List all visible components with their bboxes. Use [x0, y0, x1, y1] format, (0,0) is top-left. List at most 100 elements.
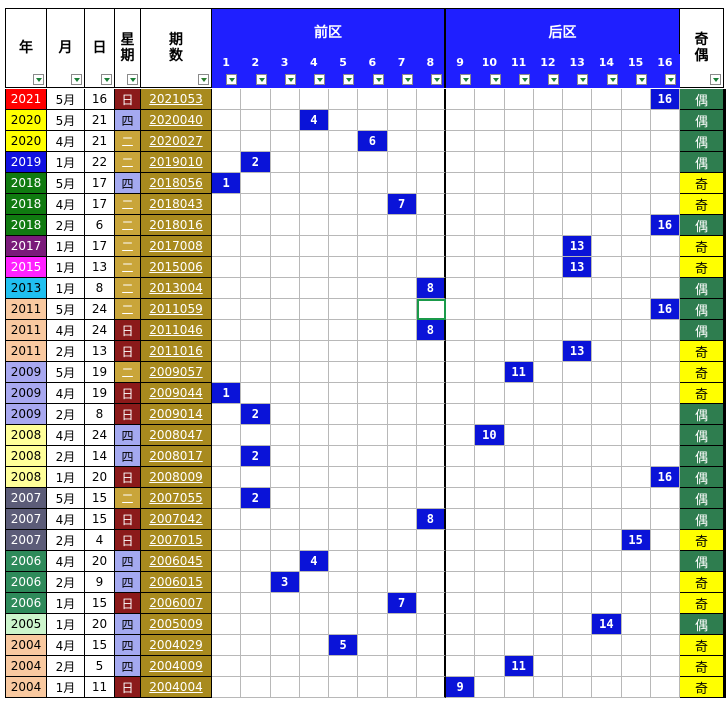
filter-dropdown-button[interactable] [127, 74, 138, 85]
grid-cell[interactable] [270, 320, 300, 341]
grid-cell[interactable] [241, 614, 271, 635]
grid-cell[interactable] [446, 488, 476, 509]
grid-cell[interactable] [416, 488, 446, 509]
grid-cell[interactable] [329, 614, 359, 635]
filter-dropdown-button[interactable] [101, 74, 112, 85]
grid-cell[interactable] [563, 299, 593, 320]
grid-cell[interactable] [241, 467, 271, 488]
grid-cell[interactable] [446, 467, 476, 488]
grid-cell[interactable] [212, 110, 242, 131]
grid-cell[interactable] [446, 425, 476, 446]
grid-cell[interactable] [329, 551, 359, 572]
grid-cell[interactable] [621, 635, 651, 656]
grid-cell[interactable] [533, 131, 563, 152]
grid-cell[interactable] [592, 236, 622, 257]
grid-cell[interactable] [533, 215, 563, 236]
grid-cell[interactable] [358, 467, 388, 488]
grid-cell[interactable] [504, 404, 534, 425]
filter-dropdown-button[interactable] [489, 74, 501, 85]
grid-cell[interactable] [270, 635, 300, 656]
grid-cell[interactable] [592, 677, 622, 698]
grid-cell[interactable] [621, 278, 651, 299]
grid-cell[interactable] [446, 530, 476, 551]
grid-cell[interactable] [416, 152, 446, 173]
period-link[interactable]: 2018043 [149, 197, 203, 211]
grid-cell[interactable] [504, 194, 534, 215]
grid-cell[interactable] [533, 425, 563, 446]
grid-cell[interactable] [416, 173, 446, 194]
grid-cell[interactable] [533, 110, 563, 131]
grid-cell[interactable] [533, 152, 563, 173]
grid-cell[interactable] [241, 131, 271, 152]
grid-cell[interactable] [563, 467, 593, 488]
grid-cell[interactable] [650, 362, 680, 383]
drawn-number-cell[interactable]: 16 [650, 215, 680, 236]
grid-cell[interactable] [270, 425, 300, 446]
filter-dropdown-button[interactable] [343, 74, 355, 85]
grid-cell[interactable] [241, 89, 271, 110]
grid-cell[interactable] [358, 110, 388, 131]
grid-cell[interactable] [387, 425, 417, 446]
grid-cell[interactable] [416, 362, 446, 383]
grid-cell[interactable] [563, 446, 593, 467]
filter-dropdown-button[interactable] [226, 74, 238, 85]
grid-cell[interactable] [358, 425, 388, 446]
grid-cell[interactable] [416, 614, 446, 635]
grid-cell[interactable] [241, 530, 271, 551]
grid-cell[interactable] [592, 362, 622, 383]
grid-cell[interactable] [621, 656, 651, 677]
grid-cell[interactable] [446, 194, 476, 215]
grid-cell[interactable] [387, 488, 417, 509]
grid-cell[interactable] [212, 551, 242, 572]
grid-cell[interactable] [475, 551, 505, 572]
grid-cell[interactable] [329, 572, 359, 593]
period-link[interactable]: 2007015 [149, 533, 203, 547]
grid-cell[interactable] [358, 509, 388, 530]
drawn-number-cell[interactable]: 13 [563, 236, 593, 257]
period-link[interactable]: 2004029 [149, 638, 203, 652]
grid-cell[interactable] [592, 635, 622, 656]
grid-cell[interactable] [387, 152, 417, 173]
grid-cell[interactable] [621, 152, 651, 173]
grid-cell[interactable] [270, 278, 300, 299]
grid-cell[interactable] [387, 320, 417, 341]
grid-cell[interactable] [270, 299, 300, 320]
grid-cell[interactable] [270, 89, 300, 110]
filter-dropdown-button[interactable] [314, 74, 325, 85]
grid-cell[interactable] [329, 677, 359, 698]
grid-cell[interactable] [416, 89, 446, 110]
drawn-number-cell[interactable]: 1 [212, 383, 242, 404]
grid-cell[interactable] [446, 110, 476, 131]
period-link[interactable]: 2005009 [149, 617, 203, 631]
grid-cell[interactable] [270, 110, 300, 131]
grid-cell[interactable] [212, 320, 242, 341]
grid-cell[interactable] [241, 551, 271, 572]
grid-cell[interactable] [650, 257, 680, 278]
grid-cell[interactable] [241, 278, 271, 299]
grid-cell[interactable] [475, 341, 505, 362]
period-link[interactable]: 2004009 [149, 659, 203, 673]
grid-cell[interactable] [416, 257, 446, 278]
grid-cell[interactable] [241, 383, 271, 404]
filter-dropdown-button[interactable] [635, 74, 647, 85]
grid-cell[interactable] [504, 488, 534, 509]
grid-cell[interactable] [563, 509, 593, 530]
grid-cell[interactable] [475, 320, 505, 341]
grid-cell[interactable] [241, 194, 271, 215]
filter-dropdown-button[interactable] [372, 74, 384, 85]
grid-cell[interactable] [299, 656, 329, 677]
grid-cell[interactable] [504, 215, 534, 236]
grid-cell[interactable] [270, 131, 300, 152]
grid-cell[interactable] [270, 173, 300, 194]
grid-cell[interactable] [329, 509, 359, 530]
grid-cell[interactable] [241, 236, 271, 257]
grid-cell[interactable] [446, 404, 476, 425]
filter-dropdown-button[interactable] [548, 74, 559, 85]
grid-cell[interactable] [650, 236, 680, 257]
period-link[interactable]: 2009057 [149, 365, 203, 379]
grid-cell[interactable] [592, 299, 622, 320]
grid-cell[interactable] [650, 341, 680, 362]
grid-cell[interactable] [329, 362, 359, 383]
grid-cell[interactable] [650, 425, 680, 446]
grid-cell[interactable] [270, 656, 300, 677]
